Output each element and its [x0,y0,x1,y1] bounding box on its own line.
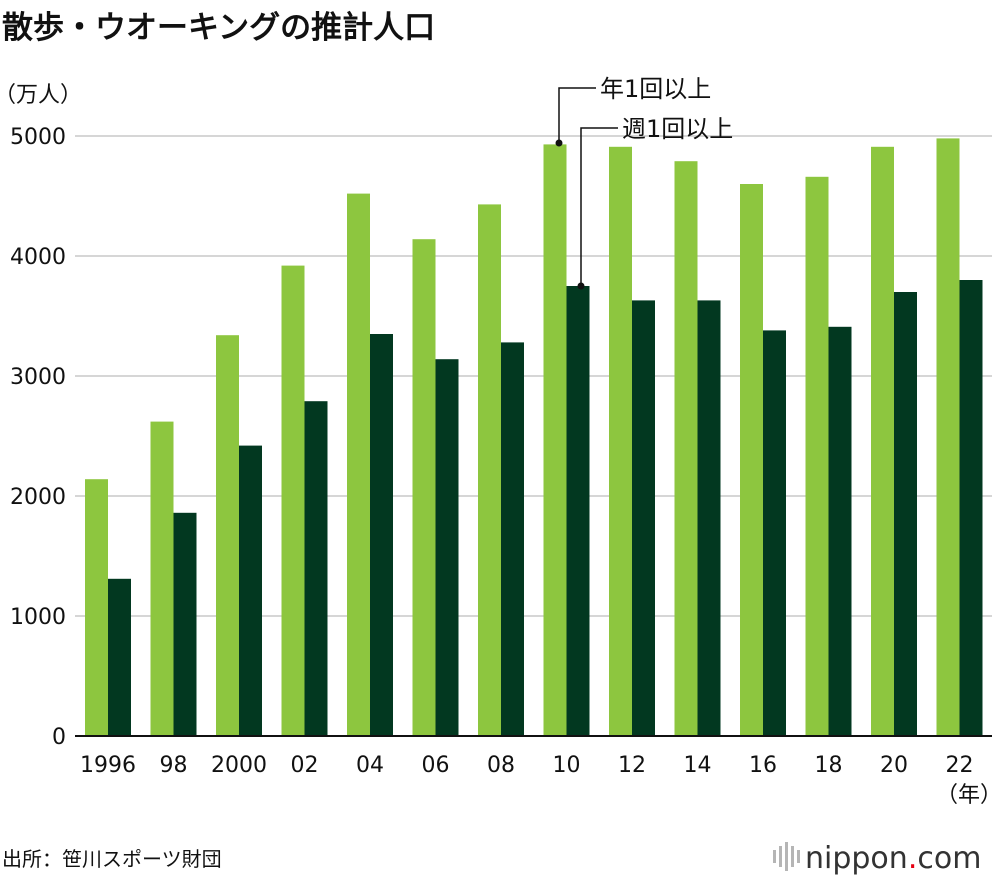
bar-weekly-16 [763,330,786,736]
x-tick-label-12: 12 [618,753,646,778]
chart-title: 散歩・ウオーキングの推計人口 [2,10,435,46]
x-tick-label-18: 18 [815,753,843,778]
legend-dot-annual [555,139,563,147]
x-axis-ticks: 1996 98 2000 02 04 06 08 10 12 14 16 18 20 22 [80,753,974,778]
bar-annual-1996 [85,479,108,736]
bar-weekly-04 [370,334,393,736]
bar-annual-08 [478,204,501,736]
legend-leader-annual [558,87,596,143]
x-tick-label-04: 04 [356,753,384,778]
x-tick-label-10: 10 [553,753,581,778]
legend-label-weekly: 週1回以上 [622,115,733,143]
bars [85,138,983,737]
x-tick-label-06: 06 [422,753,450,778]
bar-weekly-18 [828,326,852,736]
bar-annual-02 [281,265,305,736]
bar-annual-16 [740,184,763,736]
bar-weekly-06 [435,359,459,736]
logo-mark-icon [773,842,800,871]
bar-weekly-20 [894,292,917,736]
x-tick-label-20: 20 [880,753,908,778]
y-axis-unit: （万人） [0,83,82,108]
legend-leader-weekly [580,127,618,286]
y-tick-label-0: 0 [52,725,66,750]
legend-dot-weekly [577,282,585,290]
legend-label-annual: 年1回以上 [600,75,711,103]
bar-weekly-22 [959,280,983,736]
y-tick-label-5000: 5000 [10,125,66,150]
bar-weekly-14 [697,300,721,736]
y-tick-label-4000: 4000 [10,245,66,270]
source-note: 出所：笹川スポーツ財団 [2,847,222,871]
bar-annual-04 [347,193,370,737]
x-tick-label-16: 16 [749,753,777,778]
x-tick-label-08: 08 [487,753,515,778]
logo-wordmark: nippon.com [805,841,981,876]
x-tick-label-2000: 2000 [211,753,267,778]
logo-suffix: com [917,841,981,876]
logo-prefix: nippon [805,841,908,876]
bar-weekly-10 [566,286,590,736]
legend: 年1回以上 週1回以上 [555,75,733,290]
bar-weekly-12 [632,300,655,736]
logo-dot: . [908,841,918,876]
bar-weekly-08 [501,342,524,736]
x-tick-label-98: 98 [160,753,188,778]
bar-annual-06 [412,239,436,736]
bar-annual-12 [609,146,632,737]
nippon-logo: nippon.com [773,841,981,876]
x-axis-unit: （年） [936,783,1000,808]
bar-weekly-2000 [239,445,262,736]
gridlines [75,135,992,617]
bar-annual-22 [936,138,960,736]
y-tick-label-2000: 2000 [10,485,66,510]
bar-annual-20 [871,146,894,737]
x-tick-label-14: 14 [684,753,712,778]
bar-weekly-1996 [108,578,131,736]
x-tick-label-22: 22 [946,753,974,778]
bar-annual-18 [805,176,829,737]
x-tick-label-02: 02 [291,753,319,778]
y-tick-label-1000: 1000 [10,605,66,630]
y-axis-ticks: 0 1000 2000 3000 4000 5000 [10,125,66,750]
bar-annual-2000 [216,335,239,736]
bar-annual-14 [674,161,698,736]
bar-annual-10 [543,144,567,736]
bar-annual-98 [150,421,174,736]
x-tick-label-1996: 1996 [80,753,136,778]
bar-weekly-98 [173,512,197,736]
bar-weekly-02 [304,401,328,736]
y-tick-label-3000: 3000 [10,365,66,390]
